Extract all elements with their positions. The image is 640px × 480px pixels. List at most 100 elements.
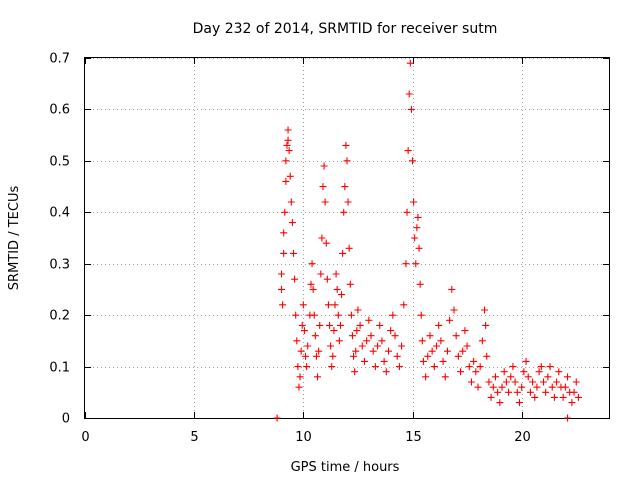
data-point — [417, 311, 425, 319]
x-tick-label: 20 — [514, 430, 531, 445]
y-tick-label: 0.6 — [49, 103, 70, 118]
data-point — [376, 321, 384, 329]
data-point — [555, 368, 563, 376]
data-point — [319, 183, 327, 191]
data-point — [303, 363, 311, 371]
data-point — [463, 342, 471, 350]
data-point — [459, 347, 467, 355]
data-point — [472, 368, 480, 376]
data-point — [323, 275, 331, 283]
data-point — [457, 368, 465, 376]
data-point — [411, 234, 419, 242]
data-point — [315, 347, 323, 355]
data-point — [415, 244, 423, 252]
data-point — [550, 393, 558, 401]
data-point — [437, 337, 445, 345]
data-point — [404, 147, 412, 155]
data-point — [327, 342, 335, 350]
data-point — [278, 270, 285, 278]
data-point — [360, 357, 368, 365]
data-point — [491, 373, 499, 381]
data-point — [407, 105, 415, 113]
data-point — [498, 383, 506, 391]
data-point — [278, 285, 285, 293]
data-point — [354, 306, 362, 314]
data-point — [474, 383, 482, 391]
data-point — [564, 373, 572, 381]
data-point — [410, 198, 418, 206]
tick-layer: 0 5 10 15 20 0 0.1 0.2 0.3 0.4 0.5 0.6 0.7 — [49, 52, 609, 445]
data-point — [509, 363, 517, 371]
data-point — [273, 414, 281, 422]
data-point — [568, 399, 576, 407]
data-point — [296, 373, 304, 381]
data-point — [570, 388, 578, 396]
data-point — [505, 388, 513, 396]
data-point — [336, 321, 344, 329]
data-point — [284, 126, 292, 134]
data-point — [290, 249, 298, 257]
data-point — [387, 327, 395, 335]
data-point — [542, 388, 550, 396]
data-point — [548, 383, 556, 391]
data-point — [395, 363, 403, 371]
data-point — [314, 373, 322, 381]
data-point — [478, 337, 486, 345]
data-point — [351, 368, 359, 376]
data-point — [320, 162, 328, 170]
data-point — [418, 337, 426, 345]
data-point — [340, 208, 348, 216]
data-point — [428, 347, 436, 355]
data-point — [334, 311, 342, 319]
data-point — [331, 301, 339, 309]
y-tick-label: 0.2 — [49, 309, 70, 324]
data-point — [529, 378, 537, 386]
data-point — [369, 347, 377, 355]
data-point — [342, 141, 350, 149]
data-point — [413, 224, 421, 232]
data-point — [561, 383, 569, 391]
series-0 — [273, 59, 582, 422]
data-point — [293, 337, 301, 345]
data-point — [324, 301, 332, 309]
data-point — [485, 378, 493, 386]
data-point — [339, 249, 347, 257]
data-point — [298, 321, 306, 329]
data-point — [513, 388, 521, 396]
data-point — [454, 352, 462, 360]
data-point — [476, 363, 484, 371]
data-point — [511, 378, 519, 386]
data-point — [443, 347, 451, 355]
data-point — [470, 357, 478, 365]
data-point — [487, 393, 495, 401]
data-point — [344, 198, 352, 206]
data-point — [310, 311, 318, 319]
data-point — [346, 280, 354, 288]
data-point — [307, 280, 315, 288]
data-point — [465, 363, 473, 371]
data-point — [531, 393, 539, 401]
x-tick-label: 0 — [81, 430, 89, 445]
data-point — [430, 363, 438, 371]
data-point — [435, 321, 443, 329]
data-point — [398, 342, 406, 350]
data-point — [328, 363, 336, 371]
data-point — [391, 332, 399, 340]
data-point — [461, 327, 469, 335]
data-point — [452, 332, 460, 340]
data-point — [402, 260, 410, 268]
x-tick-label: 15 — [405, 430, 422, 445]
data-point — [329, 352, 337, 360]
x-tick-label: 5 — [190, 430, 198, 445]
data-point — [535, 368, 543, 376]
x-tick-label: 10 — [295, 430, 312, 445]
data-point — [537, 363, 545, 371]
data-point — [294, 363, 302, 371]
data-point — [371, 363, 379, 371]
data-point — [400, 301, 408, 309]
chart-title: Day 232 of 2014, SRMTID for receiver sut… — [193, 21, 498, 37]
data-point — [283, 141, 291, 149]
data-point — [300, 327, 308, 335]
